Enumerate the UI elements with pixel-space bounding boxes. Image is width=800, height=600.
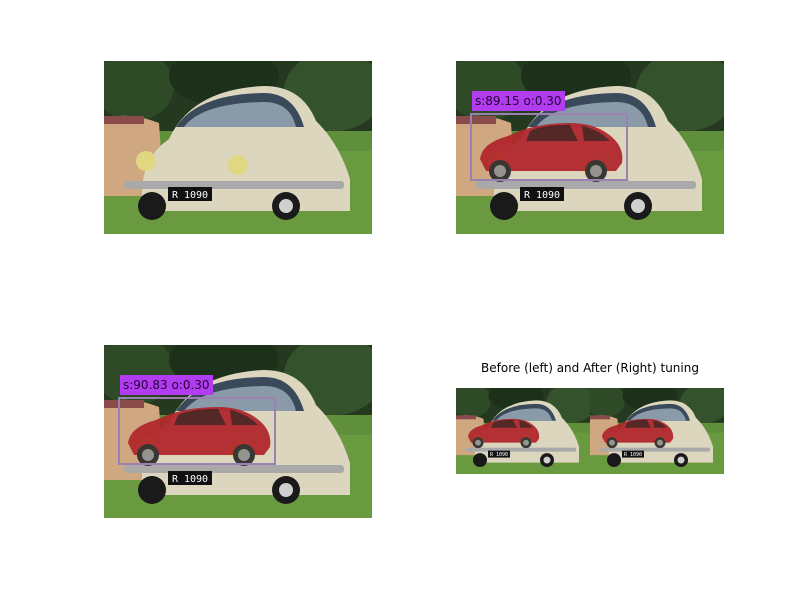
comparison-image: R 1090 R 1090: [456, 388, 724, 474]
original-photo-panel: R 1090: [104, 61, 372, 234]
car-photo-image: R 1090: [456, 61, 724, 234]
comparison-panel: R 1090 R 1090: [456, 388, 724, 474]
license-plate-text-left: R 1090: [490, 452, 508, 458]
detection-box: [470, 113, 628, 181]
car-photo-image: R 1090: [104, 61, 372, 234]
license-plate-text-right: R 1090: [624, 452, 642, 458]
detection-box: [118, 397, 276, 465]
license-plate-text: R 1090: [172, 190, 208, 201]
detection-after-panel: R 1090 s:90.83 o:0.30: [104, 345, 372, 518]
subplot-title: Before (left) and After (Right) tuning: [481, 361, 699, 375]
car-photo-image: R 1090: [104, 345, 372, 518]
detection-score-label: s:89.15 o:0.30: [472, 91, 565, 111]
detection-before-panel: R 1090 s:89.15 o:0.30: [456, 61, 724, 234]
detection-score-label: s:90.83 o:0.30: [120, 375, 213, 395]
license-plate-text: R 1090: [524, 190, 560, 201]
license-plate-text: R 1090: [172, 474, 208, 485]
